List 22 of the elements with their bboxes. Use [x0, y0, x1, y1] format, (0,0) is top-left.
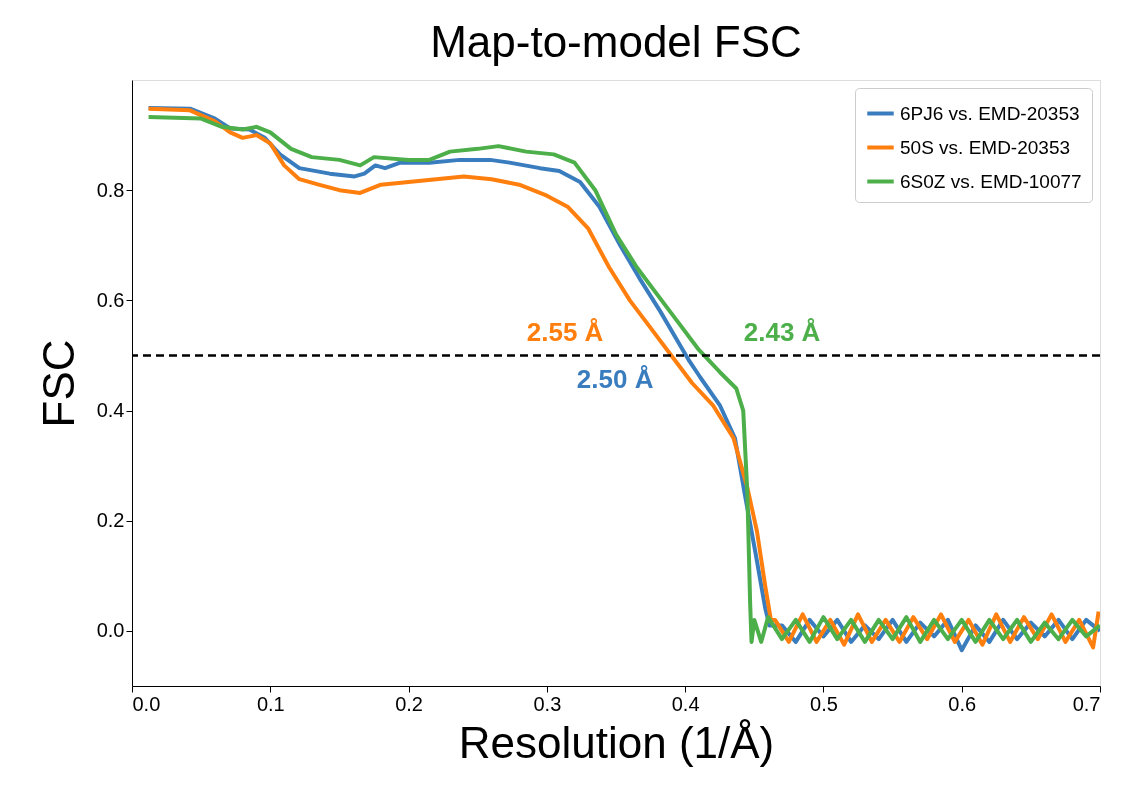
x-tick-label: 0.4 [671, 692, 700, 715]
x-tick-label: 0.1 [256, 692, 285, 715]
x-axis-title: Resolution (1/Å) [458, 717, 775, 767]
legend-label: 50S vs. EMD-20353 [900, 136, 1071, 158]
x-tick-label: 0.5 [810, 692, 838, 715]
annotation: 2.55 Å [526, 317, 604, 348]
x-tick-label: 0.3 [533, 692, 562, 715]
y-tick-label: 0.4 [96, 399, 125, 422]
legend-label: 6S0Z vs. EMD-10077 [900, 170, 1082, 192]
y-tick-label: 0.0 [96, 619, 125, 642]
y-tick-label: 0.8 [96, 178, 125, 201]
y-tick-label: 0.6 [96, 288, 125, 311]
x-tick-label: 0.7 [1072, 692, 1101, 715]
x-tick-label: 0.2 [395, 692, 423, 715]
annotation: 2.50 Å [576, 364, 654, 395]
y-axis-title: FSC [33, 339, 83, 428]
y-tick-label: 0.2 [96, 509, 125, 532]
x-tick-label: 0.0 [132, 692, 161, 715]
x-tick-label: 0.6 [948, 692, 977, 715]
annotation: 2.43 Å [743, 317, 821, 348]
legend-label: 6PJ6 vs. EMD-20353 [900, 102, 1080, 124]
chart-title: Map-to-model FSC [430, 17, 802, 66]
